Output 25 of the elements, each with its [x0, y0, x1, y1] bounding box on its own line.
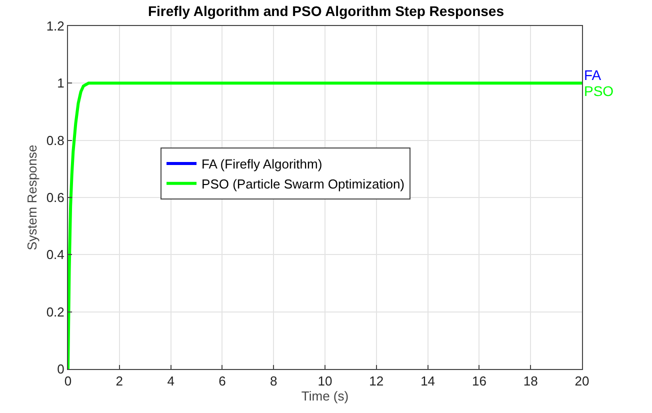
x-tick-label: 10 — [318, 374, 332, 389]
x-tick-label: 14 — [420, 374, 436, 389]
y-tick-label: 0.8 — [46, 132, 64, 148]
x-tick-label: 4 — [167, 374, 174, 389]
y-tick-label: 0.2 — [46, 304, 64, 320]
x-tick-label: 20 — [574, 374, 590, 389]
y-tick-label: 0.4 — [46, 247, 64, 262]
line-series — [68, 82, 582, 369]
annotation: PSO — [584, 83, 614, 99]
annotation: FA — [584, 67, 602, 83]
legend-label: PSO (Particle Swarm Optimization) — [202, 176, 405, 192]
x-axis-title: Time (s) — [301, 388, 349, 404]
y-tick-label: 0 — [57, 362, 64, 377]
x-tick-label: 16 — [472, 374, 486, 389]
y-tick-label: 0.6 — [46, 190, 64, 206]
x-tick-label: 6 — [218, 374, 226, 389]
y-axis-title: System Response — [24, 144, 40, 250]
x-tick-label: 18 — [523, 374, 538, 389]
x-tick-label: 8 — [270, 374, 278, 389]
y-tick-label: 1 — [57, 76, 64, 91]
x-tick-label: 2 — [116, 374, 124, 389]
legend-label: FA (Firefly Algorithm) — [202, 156, 322, 172]
x-tick-label: 12 — [369, 374, 384, 389]
chart-title: Firefly Algorithm and PSO Algorithm Step Responses — [148, 2, 504, 19]
y-tick-label: 1.2 — [46, 18, 64, 34]
